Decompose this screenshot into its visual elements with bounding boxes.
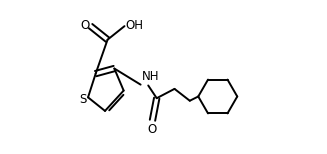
Text: O: O [80, 19, 89, 32]
Text: S: S [79, 93, 87, 105]
Text: OH: OH [126, 19, 144, 32]
Text: NH: NH [142, 70, 159, 83]
Text: O: O [147, 123, 156, 136]
